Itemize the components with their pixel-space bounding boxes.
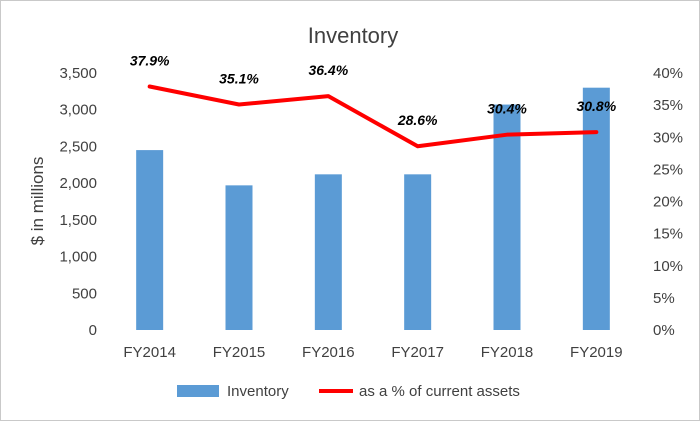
legend: Inventory as a % of current assets <box>177 383 520 400</box>
line-series: 37.9% 35.1% 36.4% 28.6% 30.4% 30.8% <box>130 52 617 149</box>
x-category-label: FY2017 <box>391 344 444 361</box>
y2-tick-label: 40% <box>653 65 683 82</box>
bar-fy2015 <box>225 185 253 330</box>
x-category-label: FY2016 <box>302 344 355 361</box>
y2-axis-ticks: 0% 5% 10% 15% 20% 25% 30% 35% 40% <box>653 65 683 339</box>
y2-tick-label: 10% <box>653 258 683 275</box>
percentage-line <box>147 84 599 149</box>
y-axis-ticks: 0 500 1,000 1,500 2,000 2,500 3,000 3,500 <box>59 65 97 339</box>
bar-fy2014 <box>136 150 164 330</box>
bar-fy2018 <box>493 104 521 331</box>
line-data-label: 36.4% <box>308 62 348 78</box>
chart-title: Inventory <box>308 23 399 48</box>
x-category-label: FY2015 <box>213 344 266 361</box>
legend-label-inventory: Inventory <box>227 383 289 400</box>
line-data-label: 35.1% <box>219 70 259 86</box>
y2-tick-label: 0% <box>653 322 675 339</box>
y2-tick-label: 15% <box>653 226 683 243</box>
y2-tick-label: 35% <box>653 97 683 114</box>
y-tick-label: 500 <box>72 285 97 302</box>
y-tick-label: 3,500 <box>59 65 97 82</box>
y-tick-label: 2,500 <box>59 138 97 155</box>
bar-series <box>136 87 610 331</box>
x-category-label: FY2018 <box>481 344 534 361</box>
legend-label-percentage: as a % of current assets <box>359 383 520 400</box>
y2-tick-label: 5% <box>653 290 675 307</box>
y-tick-label: 3,000 <box>59 102 97 119</box>
x-category-label: FY2019 <box>570 344 623 361</box>
x-category-label: FY2014 <box>123 344 176 361</box>
bar-fy2016 <box>314 174 342 330</box>
y-tick-label: 0 <box>89 322 97 339</box>
y2-tick-label: 30% <box>653 129 683 146</box>
y2-tick-label: 20% <box>653 194 683 211</box>
line-data-label: 28.6% <box>397 112 438 128</box>
legend-swatch-inventory <box>177 385 219 397</box>
bar-fy2019 <box>582 87 610 330</box>
y-axis-label: $ in millions <box>28 157 47 246</box>
bar-fy2017 <box>404 174 432 330</box>
y-tick-label: 1,000 <box>59 249 97 266</box>
line-data-label: 30.8% <box>576 98 616 114</box>
y2-tick-label: 25% <box>653 161 683 178</box>
line-data-label: 37.9% <box>130 52 170 68</box>
x-axis-categories: FY2014 FY2015 FY2016 FY2017 FY2018 FY2019 <box>123 344 622 361</box>
y-tick-label: 1,500 <box>59 212 97 229</box>
line-data-label: 30.4% <box>487 101 527 117</box>
y-tick-label: 2,000 <box>59 175 97 192</box>
